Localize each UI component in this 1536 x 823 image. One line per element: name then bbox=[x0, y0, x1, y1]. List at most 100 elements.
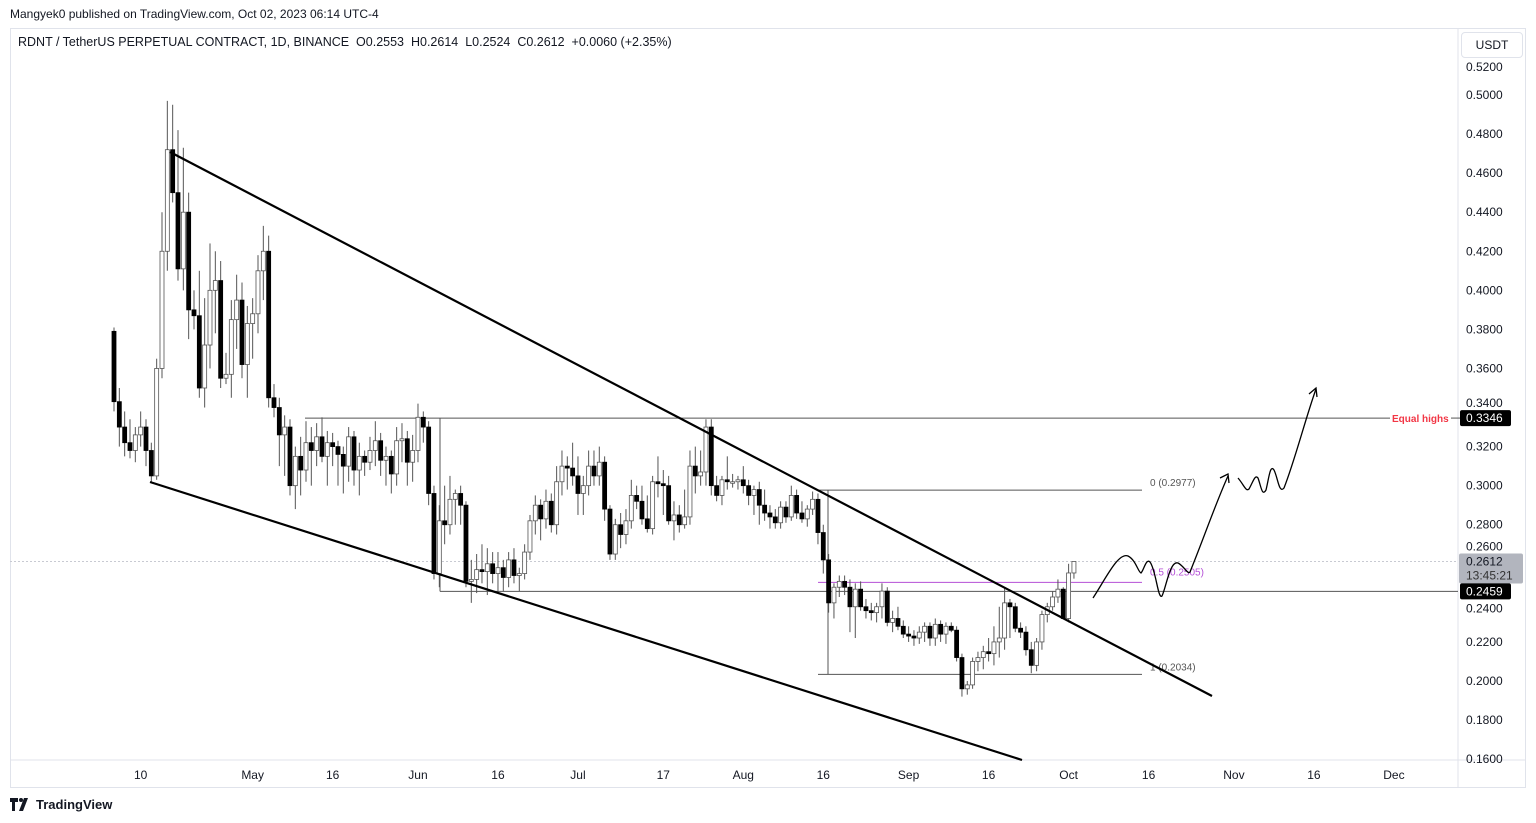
candle-up bbox=[554, 481, 560, 526]
candle-up bbox=[516, 573, 522, 576]
candle-up bbox=[943, 625, 949, 635]
price-tick-label: 0.3200 bbox=[1466, 440, 1503, 454]
candle-up bbox=[730, 481, 736, 484]
candle-up bbox=[1066, 572, 1072, 619]
candle-up bbox=[879, 590, 885, 608]
candle-up bbox=[415, 416, 421, 451]
candle-down bbox=[420, 416, 426, 428]
candle-down bbox=[1023, 631, 1029, 651]
lower-trendline[interactable] bbox=[149, 480, 1023, 762]
candle-up bbox=[810, 498, 816, 510]
chart-frame[interactable] bbox=[10, 28, 1526, 788]
price-tick-label: 0.1600 bbox=[1466, 752, 1503, 766]
last-price: 0.2612 bbox=[1466, 554, 1503, 568]
candle-up bbox=[1055, 588, 1061, 598]
tradingview-logo[interactable]: TradingView bbox=[10, 797, 112, 812]
symbol-legend[interactable]: RDNT / TetherUS PERPETUAL CONTRACT, 1D, … bbox=[18, 35, 672, 49]
candle-down bbox=[271, 397, 277, 408]
projection-path-2 bbox=[1237, 388, 1317, 493]
candle-up bbox=[447, 498, 453, 526]
tradingview-logo-icon bbox=[10, 798, 28, 811]
candle-up bbox=[852, 588, 858, 608]
candle-down bbox=[644, 518, 650, 530]
candle-down bbox=[127, 442, 133, 451]
candle-down bbox=[426, 426, 432, 494]
time-tick-label: 16 bbox=[1307, 768, 1321, 782]
candle-down bbox=[660, 483, 666, 487]
candle-up bbox=[980, 651, 986, 658]
candle-down bbox=[762, 504, 768, 514]
candle-up bbox=[831, 586, 837, 604]
candle-down bbox=[548, 500, 554, 526]
candle-down bbox=[330, 442, 336, 447]
candle-down bbox=[655, 481, 661, 485]
candle-up bbox=[719, 479, 725, 496]
price-tick-label: 0.5000 bbox=[1466, 88, 1503, 102]
price-tick-label: 0.3800 bbox=[1466, 322, 1503, 336]
candle-up bbox=[527, 520, 533, 553]
candle-down bbox=[767, 512, 773, 518]
candle-down bbox=[175, 192, 181, 270]
candle-down bbox=[724, 479, 730, 483]
last-price-tag bbox=[1459, 553, 1523, 584]
candle-up bbox=[154, 368, 160, 477]
candle-up bbox=[250, 313, 256, 324]
candle-down bbox=[511, 559, 517, 576]
candle-down bbox=[490, 563, 496, 574]
candle-up bbox=[559, 465, 565, 483]
time-tick-label: Dec bbox=[1383, 768, 1404, 782]
time-tick-label: 17 bbox=[657, 768, 671, 782]
time-tick-label: 16 bbox=[491, 768, 505, 782]
candle-down bbox=[218, 280, 224, 379]
candle-down bbox=[351, 436, 357, 471]
candle-up bbox=[874, 606, 880, 614]
time-tick-label: Nov bbox=[1223, 768, 1244, 782]
candle-down bbox=[634, 495, 640, 502]
candle-down bbox=[868, 610, 874, 614]
candle-down bbox=[122, 426, 128, 444]
candle-up bbox=[372, 440, 378, 451]
publication-info: Mangyek0 published on TradingView.com, O… bbox=[10, 7, 379, 21]
currency-button[interactable]: USDT bbox=[1461, 32, 1523, 58]
candle-down bbox=[746, 485, 752, 496]
candle-down bbox=[111, 330, 117, 403]
candle-up bbox=[836, 580, 842, 588]
upper-trendline[interactable] bbox=[169, 151, 1213, 697]
candle-up bbox=[180, 211, 186, 270]
candle-up bbox=[207, 289, 213, 346]
support-price: 0.2459 bbox=[1466, 584, 1503, 598]
candle-down bbox=[463, 504, 469, 582]
candle-up bbox=[468, 579, 474, 582]
candle-down bbox=[692, 465, 698, 477]
candle-down bbox=[196, 315, 202, 389]
candle-up bbox=[975, 657, 981, 662]
candle-up bbox=[964, 684, 970, 690]
candle-up bbox=[303, 442, 309, 471]
arrow-head-icon bbox=[1308, 386, 1318, 398]
candle-down bbox=[911, 635, 917, 639]
candle-up bbox=[916, 631, 922, 639]
candle-up bbox=[922, 625, 928, 633]
time-tick-label: Sep bbox=[898, 768, 920, 782]
candle-down bbox=[847, 586, 853, 608]
candle-down bbox=[772, 516, 778, 524]
candle-down bbox=[1028, 649, 1034, 666]
price-axis[interactable]: 0.5200 0.5000 0.4800 0.4600 0.4400 0.4200 0.40… bbox=[1466, 60, 1503, 766]
candle-up bbox=[532, 504, 538, 522]
arrow-head-icon bbox=[1219, 473, 1230, 484]
candle-down bbox=[676, 514, 682, 526]
candle-down bbox=[479, 569, 485, 573]
candle-down bbox=[740, 479, 746, 487]
candle-down bbox=[842, 580, 848, 588]
candle-down bbox=[287, 426, 293, 487]
time-axis[interactable]: 10 May 16 Jun 16 Jul 17 Aug 16 Sep 16 Oct 16 Nov 16 Dec bbox=[134, 768, 1405, 782]
candle-up bbox=[671, 514, 677, 522]
candle-down bbox=[927, 625, 933, 639]
candle-up bbox=[751, 489, 757, 496]
candle-down bbox=[607, 508, 613, 555]
candle-up bbox=[495, 567, 501, 574]
bar-countdown: 13:45:21 bbox=[1466, 568, 1513, 582]
candle-down bbox=[564, 465, 570, 469]
candle-up bbox=[138, 426, 144, 436]
